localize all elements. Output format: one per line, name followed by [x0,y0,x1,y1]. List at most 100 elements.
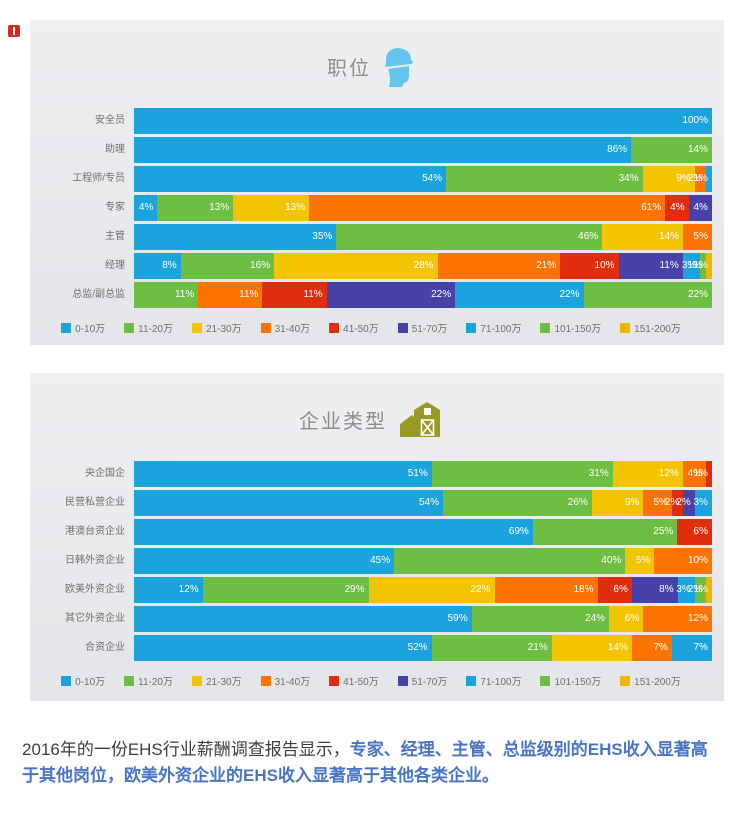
row-label: 欧美外资企业 [65,584,125,595]
bar-segment: 5% [683,224,712,250]
segment-value-label: 3% [681,260,697,271]
bar-segment: 69% [134,519,533,545]
bar-segment: 2% [676,490,695,516]
chart-row: 安全员 100% [30,108,712,134]
segment-value-label: 9% [624,497,640,508]
legend-swatch-icon [124,322,135,333]
chart-row: 助理 86% 14% [30,137,712,163]
bar-track: 4% 13% 13% 61% 4% 4% [134,195,712,221]
bar-segment: 24% [471,606,609,632]
legend-swatch-icon [620,675,631,686]
bar-segment: 3% [693,490,712,516]
row-label: 合资企业 [85,642,125,653]
bar-segment: 21% [431,635,552,661]
legend-item: 41-50万 [329,673,379,688]
bar-segment: 11% [618,253,683,279]
segment-value-label: 2% [664,497,680,508]
legend-item: 101-150万 [540,320,601,335]
chart1-title: 职位 [327,57,371,80]
legend-item: 0-10万 [61,320,105,335]
bar-segment: 22% [583,282,712,308]
segment-value-label: 7% [653,642,668,653]
bar-segment: 21% [437,253,561,279]
legend-swatch-icon [61,322,72,333]
segment-value-label: 54% [422,173,443,184]
segment-value-label: 54% [419,497,440,508]
legend-label: 11-20万 [138,677,173,688]
bar-segment: 61% [309,195,666,221]
segment-value-label: 86% [607,144,628,155]
bar-segment: 40% [394,548,626,574]
segment-value-label: 5% [635,555,651,566]
row-label: 经理 [105,260,125,271]
segment-value-label: 2% [687,173,703,184]
bar-segment: 1% [694,461,712,487]
bar-segment: 2% [688,166,707,192]
row-label: 助理 [105,144,125,155]
segment-value-label: 22% [687,289,708,300]
bar-segment: 22% [455,282,584,308]
bar-segment: 12% [612,461,683,487]
row-label: 其它外资企业 [65,613,125,624]
bar-segment: 46% [336,224,603,250]
legend-item: 11-20万 [124,320,173,335]
legend-item: 31-40万 [260,320,311,335]
legend-swatch-icon [124,675,135,686]
legend-item: 51-70万 [397,673,447,688]
bar-track: 11% 11% 11% 22% 22% 22% [134,282,712,308]
bar-segment: 5% [643,490,672,516]
chart-row: 合资企业 52% 21% 14% 7% 7% [30,635,712,661]
bar-segment: 4% [688,195,712,221]
segment-value-label: 1% [693,584,708,595]
legend-label: 0-10万 [75,324,106,335]
segment-value-label: 14% [687,144,708,155]
bar-segment: 31% [431,461,613,487]
chart1-rows: 安全员 100% 助理 86% 14% 工程师/专员 54% 34% 9% 2% 1% 专家 4% 13%… [30,108,712,308]
bar-segment: 14% [631,137,712,163]
segment-value-label: 24% [584,613,605,624]
bar-segment: 1% [694,166,712,192]
bar-segment: 9% [642,166,695,192]
bar-segment: 13% [157,195,234,221]
bar-segment: 7% [631,635,672,661]
legend-label: 21-30万 [206,677,242,688]
segment-value-label: 21% [536,260,557,271]
chart2-legend: 0-10万 11-20万 21-30万 31-40万 41-50万 51-70万 71-10… [30,673,712,688]
chart-row: 其它外资企业 59% 24% 6% 12% [30,606,712,632]
legend-item: 151-200万 [620,320,681,335]
row-label: 民营私营企业 [65,497,125,508]
bar-segment: 1% [693,577,712,603]
row-label: 总监/副总监 [72,289,125,300]
bar-segment: 54% [134,166,447,192]
chart1-legend: 0-10万 11-20万 21-30万 31-40万 41-50万 51-70万 71-10… [30,320,712,335]
bar-segment: 29% [202,577,369,603]
bar-segment: 54% [134,490,444,516]
legend-label: 31-40万 [274,677,311,688]
bar-segment: 35% [134,224,337,250]
hard-hat-worker-icon [381,45,415,87]
segment-value-label: 45% [370,555,391,566]
chart-row: 总监/副总监 11% 11% 11% 22% 22% 22% [30,282,712,308]
bar-segment: 22% [326,282,456,308]
legend-item: 51-70万 [397,320,447,335]
segment-value-label: 31% [588,468,609,479]
segment-value-label: 6% [624,613,640,624]
segment-value-label: 35% [312,231,333,242]
bar-segment: 1% [693,253,712,279]
segment-value-label: 21% [527,642,548,653]
segment-value-label: 13% [209,202,230,213]
segment-value-label: 4% [138,202,154,213]
bar-segment: 59% [134,606,472,632]
bar-segment: 12% [643,606,712,632]
bar-track: 69% 25% 6% [134,519,712,545]
bar-segment: 25% [532,519,678,545]
row-label: 安全员 [95,115,125,126]
bar-segment: 3% [681,253,701,279]
chart2-title: 企业类型 [299,410,387,433]
segment-value-label: 13% [285,202,306,213]
segment-value-label: 59% [447,613,468,624]
segment-value-label: 1% [693,260,708,271]
chart-row: 工程师/专员 54% 34% 9% 2% 1% [30,166,712,192]
bar-track: 8% 16% 28% 21% 10% 11% 3% 1% 1% [134,253,712,279]
legend-label: 31-40万 [274,324,311,335]
